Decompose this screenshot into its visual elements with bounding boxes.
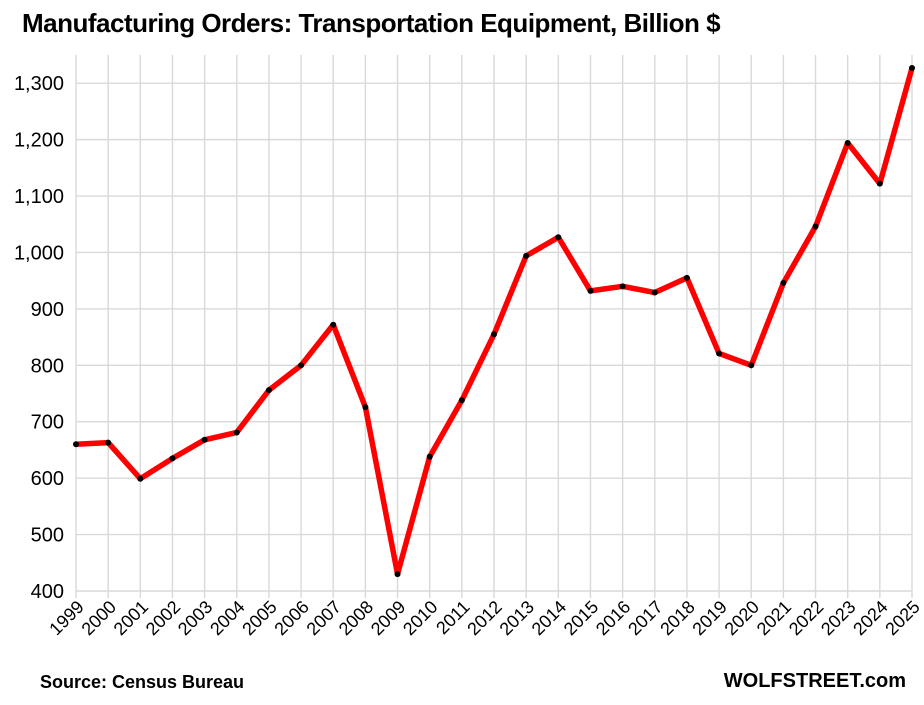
x-axis-tick-label: 1999 [45,597,87,639]
y-axis-tick-label: 1,200 [14,130,64,152]
x-axis-tick-label: 2019 [688,597,730,639]
data-point-marker [716,350,723,357]
x-axis-tick-label: 2020 [721,597,763,639]
x-axis-tick-label: 2010 [399,597,441,639]
data-point-marker [491,331,497,338]
x-axis-tick-label: 2023 [817,597,859,639]
x-axis-tick-label: 2000 [78,597,120,639]
data-point-marker [876,180,883,187]
data-point-marker [458,397,465,404]
x-axis-tick-label: 2016 [592,597,634,639]
y-axis-tick-label: 500 [31,525,64,547]
data-point-marker [169,455,176,462]
data-point-marker [587,287,594,294]
data-point-marker [233,429,240,436]
chart-title: Manufacturing Orders: Transportation Equ… [22,8,721,38]
x-axis-tick-label: 2022 [785,597,827,639]
x-axis-tick-label: 2018 [656,597,698,639]
x-axis-tick-label: 2009 [367,597,409,639]
x-axis-tick-label: 2015 [560,597,602,639]
x-axis-tick-label: 2021 [753,597,795,639]
x-axis-tick-label: 2004 [206,597,248,639]
y-axis-tick-label: 800 [31,355,64,377]
y-axis-tick-label: 1,300 [14,73,64,95]
y-axis-tick-label: 700 [31,412,64,434]
data-point-marker [683,274,690,281]
data-point-marker [201,436,208,443]
x-axis-tick-label: 2002 [142,597,184,639]
data-point-marker [137,475,144,482]
data-point-marker [426,453,433,460]
y-axis-tick-label: 900 [31,299,64,321]
data-point-marker [780,279,787,286]
x-axis-tick-label: 2012 [463,597,505,639]
data-point-marker [394,571,401,578]
data-point-marker [330,321,337,328]
data-point-marker [73,441,79,448]
x-axis-tick-label: 2024 [849,597,891,639]
x-axis-tick-label: 2025 [881,597,923,639]
data-point-marker [909,64,915,71]
x-axis-tick-label: 2017 [624,597,666,639]
data-point-marker [555,234,562,241]
y-axis-tick-label: 600 [31,468,64,490]
x-axis-tick-label: 2003 [174,597,216,639]
gridlines [75,55,913,598]
data-point-marker [265,387,272,394]
brand-label: WOLFSTREET.com [723,670,906,692]
data-series [73,64,915,578]
x-axis-tick-label: 2014 [528,597,570,639]
data-point-marker [844,140,851,147]
x-axis-tick-label: 2008 [335,597,377,639]
x-axis-tick-label: 2006 [270,597,312,639]
data-point-marker [812,223,819,230]
x-axis-tick-label: 2007 [303,597,345,639]
source-note: Source: Census Bureau [40,672,245,692]
y-axis-tick-label: 1,100 [14,186,64,208]
y-axis-tick-label: 400 [31,581,64,603]
data-point-marker [298,362,305,369]
x-axis-tick-label: 2011 [432,597,474,639]
x-axis-labels: 1999200020012002200320042005200620072008… [45,597,923,639]
data-point-marker [651,289,658,296]
x-axis-tick-label: 2005 [238,597,280,639]
y-axis-tick-label: 1,000 [14,242,64,264]
data-point-marker [748,362,755,369]
data-point-marker [619,283,626,290]
data-point-marker [523,252,530,259]
x-axis-tick-label: 2001 [110,597,152,639]
data-point-marker [362,404,369,411]
y-axis-labels: 400 500 600 700 800 900 1,000 1,100 1,200 1,300 [14,73,64,603]
x-axis-tick-label: 2013 [496,597,538,639]
data-point-marker [105,439,112,446]
